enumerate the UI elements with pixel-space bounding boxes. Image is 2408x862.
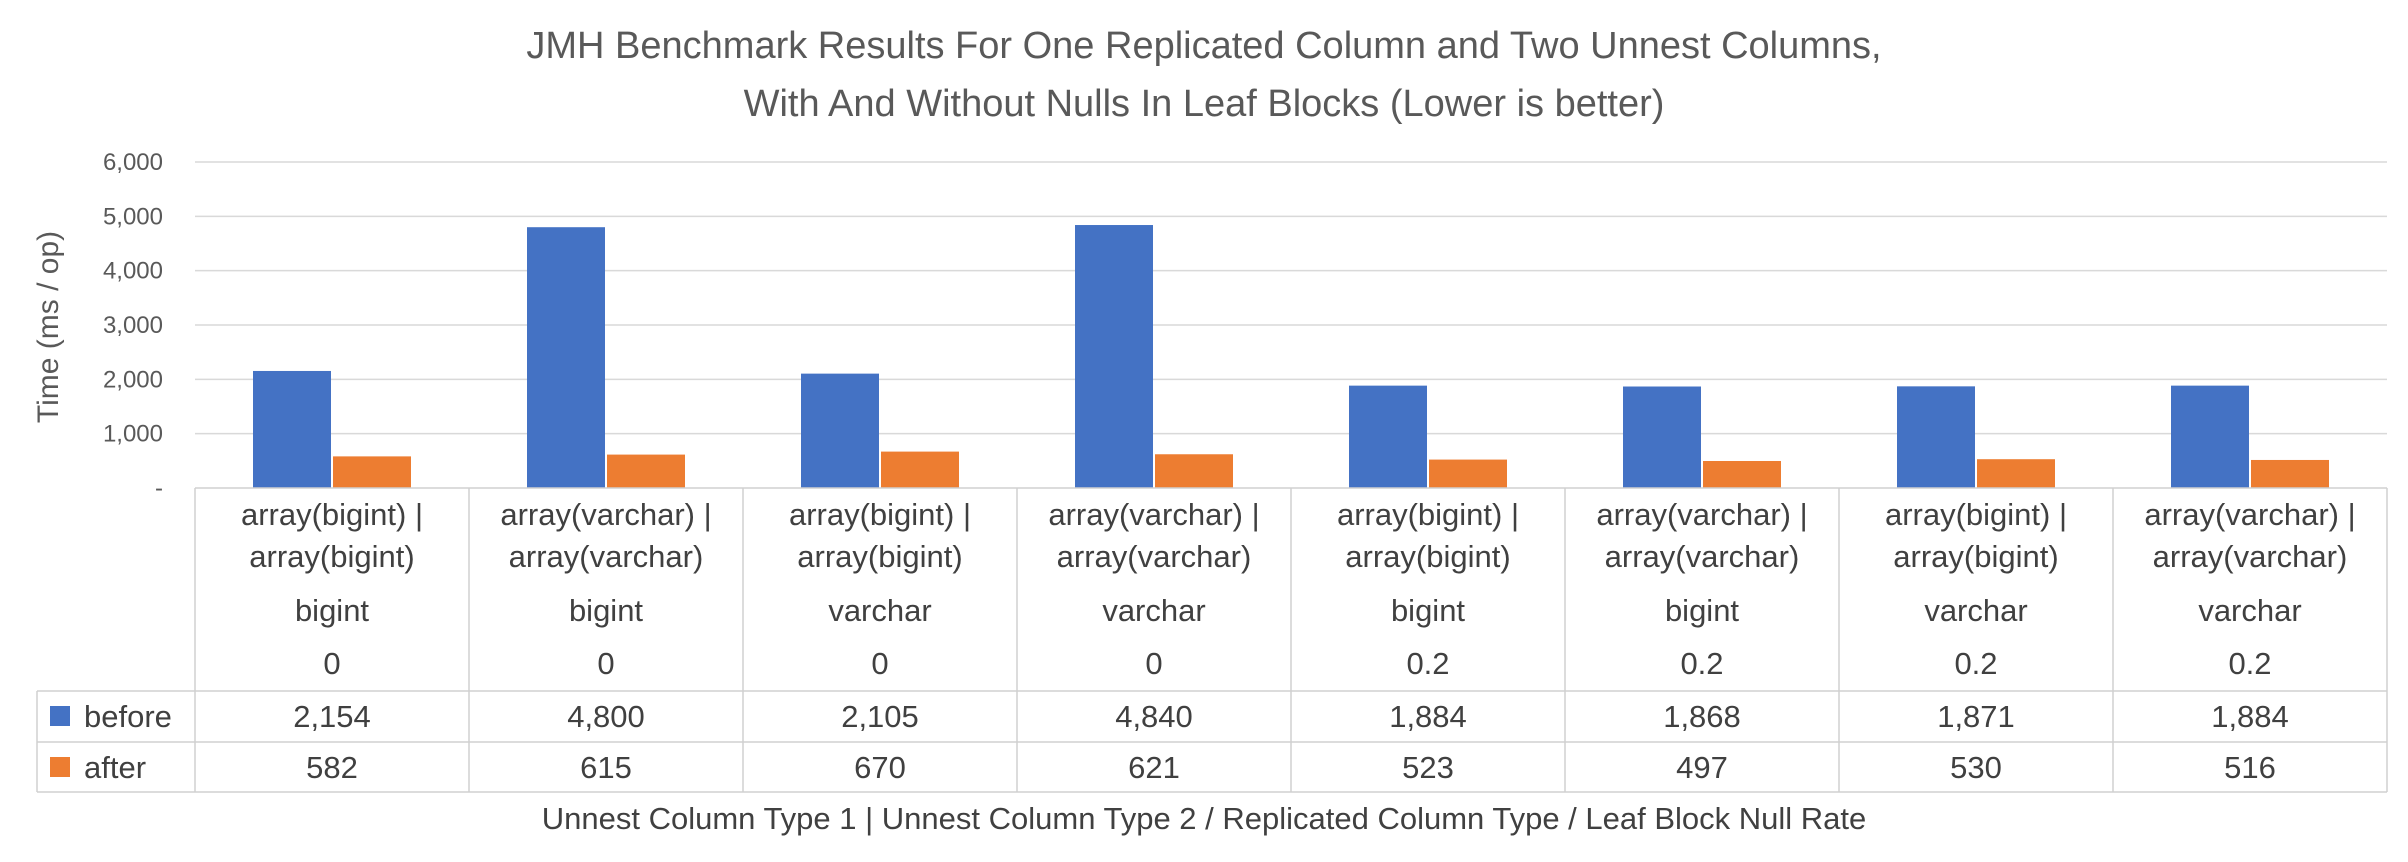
legend-key-before xyxy=(50,706,70,726)
bars xyxy=(253,225,2329,488)
data-label-after: 670 xyxy=(854,750,906,785)
bar-after-4 xyxy=(1155,454,1233,488)
data-label-after: 497 xyxy=(1676,750,1728,785)
x-tick-label: 0 xyxy=(597,646,614,681)
y-axis-ticks: 6,000 5,000 4,000 3,000 2,000 1,000 - xyxy=(103,149,163,502)
data-label-after: 523 xyxy=(1402,750,1454,785)
x-tick-label: array(varchar) | xyxy=(500,497,711,532)
gridlines xyxy=(195,161,2387,435)
x-tick-label: array(bigint) | xyxy=(789,497,971,532)
x-tick-label: array(bigint) | xyxy=(241,497,423,532)
bar-after-3 xyxy=(881,451,959,488)
x-tick-label: 0.2 xyxy=(1406,646,1449,681)
bar-before-8 xyxy=(2171,385,2249,488)
x-tick-label: 0 xyxy=(871,646,888,681)
x-tick-label: varchar xyxy=(828,593,931,628)
x-tick-label: bigint xyxy=(1665,593,1739,628)
data-label-before: 4,800 xyxy=(567,699,645,734)
data-label-before: 1,884 xyxy=(1389,699,1467,734)
legend-label-after: after xyxy=(84,750,146,785)
x-tick-label: array(bigint) xyxy=(249,539,414,574)
x-axis-title: Unnest Column Type 1 | Unnest Column Typ… xyxy=(542,801,1867,836)
x-tick-label: varchar xyxy=(1924,593,2027,628)
bar-after-5 xyxy=(1429,459,1507,488)
x-tick-label: bigint xyxy=(1391,593,1465,628)
bar-after-2 xyxy=(607,454,685,488)
y-tick-label: 2,000 xyxy=(103,366,163,393)
bar-before-1 xyxy=(253,370,331,488)
bar-after-1 xyxy=(333,456,411,488)
x-tick-label: array(bigint) xyxy=(797,539,962,574)
legend-key-after xyxy=(50,757,70,777)
x-tick-label: array(bigint) xyxy=(1893,539,2058,574)
x-tick-label: array(bigint) | xyxy=(1337,497,1519,532)
y-axis-title: Time (ms / op) xyxy=(32,231,65,423)
x-tick-label: bigint xyxy=(295,593,369,628)
bar-after-8 xyxy=(2251,459,2329,488)
y-tick-label: 4,000 xyxy=(103,258,163,285)
y-tick-label: 3,000 xyxy=(103,312,163,339)
x-tick-label: 0 xyxy=(1145,646,1162,681)
x-tick-label: array(varchar) xyxy=(2153,539,2348,574)
bar-before-7 xyxy=(1897,386,1975,488)
y-tick-label: 1,000 xyxy=(103,421,163,448)
data-table: array(bigint) | array(bigint) bigint 0 array… xyxy=(36,487,2388,793)
data-label-after: 530 xyxy=(1950,750,2002,785)
y-tick-label: 5,000 xyxy=(103,203,163,230)
data-label-before: 2,105 xyxy=(841,699,919,734)
x-tick-label: varchar xyxy=(2198,593,2301,628)
x-tick-label: array(varchar) xyxy=(1605,539,1800,574)
y-tick-label: 6,000 xyxy=(103,149,163,176)
bar-before-6 xyxy=(1623,386,1701,488)
data-label-before: 4,840 xyxy=(1115,699,1193,734)
x-tick-label: array(varchar) xyxy=(509,539,704,574)
x-tick-label: 0.2 xyxy=(2228,646,2271,681)
bar-after-7 xyxy=(1977,459,2055,488)
x-tick-label: 0.2 xyxy=(1680,646,1723,681)
x-tick-label: array(varchar) | xyxy=(2144,497,2355,532)
x-tick-label: bigint xyxy=(569,593,643,628)
x-tick-label: array(varchar) | xyxy=(1596,497,1807,532)
bar-before-2 xyxy=(527,227,605,488)
bar-before-5 xyxy=(1349,385,1427,488)
bar-after-6 xyxy=(1703,460,1781,488)
x-tick-label: 0 xyxy=(323,646,340,681)
data-label-before: 2,154 xyxy=(293,699,371,734)
chart-title: JMH Benchmark Results For One Replicated… xyxy=(526,25,1881,67)
data-label-after: 621 xyxy=(1128,750,1180,785)
data-label-before: 1,884 xyxy=(2211,699,2289,734)
x-tick-label: varchar xyxy=(1102,593,1205,628)
data-label-before: 1,871 xyxy=(1937,699,2015,734)
data-label-after: 516 xyxy=(2224,750,2276,785)
data-label-after: 582 xyxy=(306,750,358,785)
x-tick-label: array(varchar) xyxy=(1057,539,1252,574)
x-tick-label: array(bigint) | xyxy=(1885,497,2067,532)
bar-before-3 xyxy=(801,373,879,488)
legend-label-before: before xyxy=(84,699,172,734)
x-tick-label: array(varchar) | xyxy=(1048,497,1259,532)
data-label-after: 615 xyxy=(580,750,632,785)
bar-before-4 xyxy=(1075,225,1153,488)
y-tick-label: - xyxy=(155,475,163,502)
x-tick-label: array(bigint) xyxy=(1345,539,1510,574)
data-label-before: 1,868 xyxy=(1663,699,1741,734)
x-tick-label: 0.2 xyxy=(1954,646,1997,681)
chart-subtitle: With And Without Nulls In Leaf Blocks (L… xyxy=(744,83,1665,125)
